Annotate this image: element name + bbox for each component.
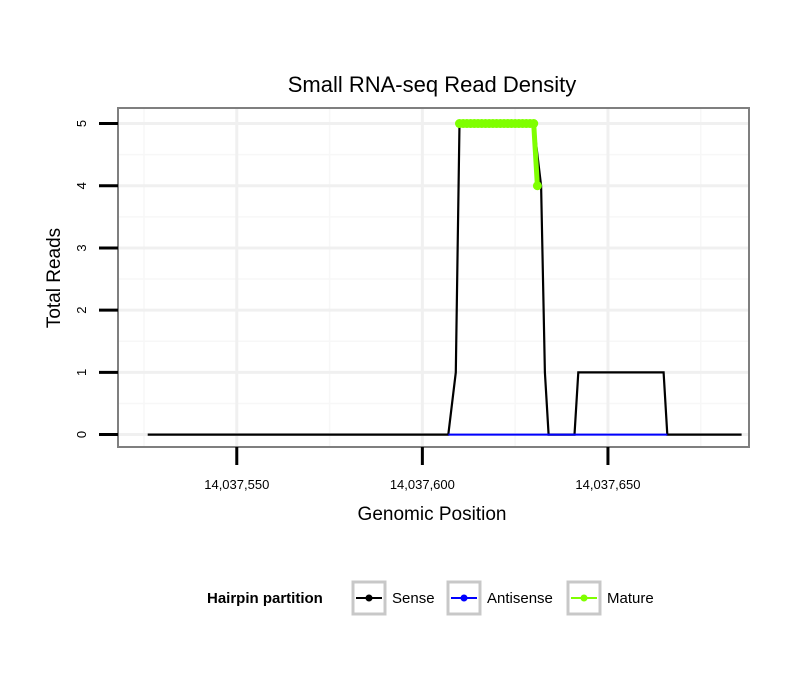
chart-title: Small RNA-seq Read Density <box>288 72 577 97</box>
y-tick-label: 5 <box>74 120 89 127</box>
x-tick-label: 14,037,600 <box>390 477 455 492</box>
legend-label-antisense: Antisense <box>487 590 553 607</box>
legend-label-sense: Sense <box>392 590 435 607</box>
x-axis-label: Genomic Position <box>358 504 507 525</box>
y-tick-label: 1 <box>74 369 89 376</box>
legend-label-mature: Mature <box>607 590 654 607</box>
series-mature-point <box>529 119 539 129</box>
y-tick-label: 3 <box>74 244 89 251</box>
series-sense-line <box>147 122 742 436</box>
legend-point-antisense <box>460 594 468 602</box>
x-tick-label: 14,037,550 <box>204 477 269 492</box>
y-tick-label: 4 <box>74 182 89 189</box>
grid-lines <box>119 109 748 446</box>
y-tick-label: 0 <box>74 431 89 438</box>
legend: Hairpin partition Sense Antisense Mature <box>207 580 654 616</box>
legend-point-sense <box>365 594 373 602</box>
series-layer <box>147 119 742 436</box>
y-axis-label: Total Reads <box>44 228 65 328</box>
series-mature-point <box>532 181 542 191</box>
legend-point-mature <box>580 594 588 602</box>
axes: 0 1 2 3 4 5 14,037,550 14,037,600 14,037,650 <box>74 120 640 492</box>
x-tick-label: 14,037,650 <box>575 477 640 492</box>
plot-panel <box>117 107 750 448</box>
legend-title: Hairpin partition <box>207 590 323 607</box>
y-tick-label: 2 <box>74 307 89 314</box>
